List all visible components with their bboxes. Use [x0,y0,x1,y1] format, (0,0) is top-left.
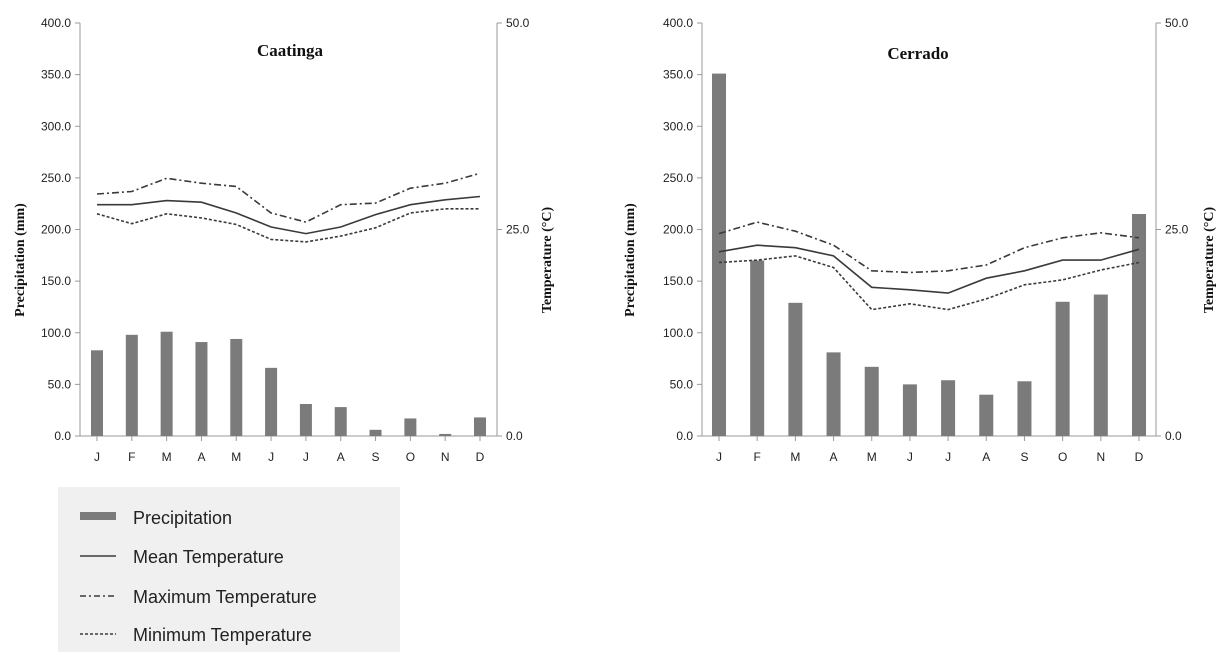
precipitation-bar [265,367,278,436]
legend-label: Minimum Temperature [133,625,312,645]
precipitation-bar [864,366,879,436]
precipitation-bar [195,342,208,436]
precipitation-bar [1017,381,1032,436]
y-tick-label: 200.0 [41,223,71,237]
x-tick-label: F [128,450,135,464]
precipitation-bar [979,394,994,436]
y-tick-label: 50.0 [670,377,694,391]
x-tick-label: O [406,450,415,464]
y-tick-label: 150.0 [41,274,71,288]
x-tick-label: M [790,450,800,464]
x-tick-label: S [1020,450,1028,464]
y-tick-label: 250.0 [663,171,693,185]
x-tick-label: N [441,450,450,464]
precipitation-bar [1093,294,1108,436]
precipitation-bar [299,403,312,436]
legend: Precipitation Mean Temperature Maximum Tem… [58,487,400,652]
y2-tick-label: 50.0 [1165,16,1189,30]
y-tick-label: 200.0 [663,223,693,237]
precipitation-bar [404,418,417,436]
precipitation-bar [125,334,138,436]
y-axis-label: Precipitation (mm) [13,203,28,317]
y2-tick-label: 25.0 [506,223,530,237]
y2-tick-label: 0.0 [1165,429,1182,443]
precipitation-bar [334,407,347,436]
x-tick-label: A [830,450,838,464]
y-tick-label: 400.0 [663,16,693,30]
y-tick-label: 350.0 [41,68,71,82]
mean-temperature-line [97,195,481,235]
y2-tick-label: 0.0 [506,429,523,443]
y-tick-label: 400.0 [41,16,71,30]
precipitation-bar [369,429,382,436]
precipitation-bar [474,417,486,436]
x-tick-label: M [867,450,877,464]
min-temperature-line [718,255,1140,311]
x-tick-label: S [372,450,380,464]
y-tick-label: 250.0 [41,171,71,185]
legend-swatch-precipitation [80,512,116,520]
x-tick-label: D [476,450,485,464]
legend-label: Maximum Temperature [133,587,317,607]
x-tick-label: J [94,450,100,464]
precipitation-bar [750,260,765,436]
precipitation-bar [902,384,917,436]
legend-label: Mean Temperature [133,547,284,567]
legend-label: Precipitation [133,508,232,528]
y-tick-label: 300.0 [41,119,71,133]
precipitation-bar [1055,301,1070,436]
precipitation-bar [826,352,841,436]
y-tick-label: 350.0 [663,68,693,82]
x-tick-label: M [231,450,241,464]
x-tick-label: D [1135,450,1144,464]
precipitation-bar [160,331,173,436]
x-tick-label: J [945,450,951,464]
y-tick-label: 100.0 [663,326,693,340]
precipitation-bar [941,380,956,436]
chart-title: Cerrado [887,44,948,63]
y-tick-label: 50.0 [48,377,72,391]
x-tick-label: J [303,450,309,464]
precipitation-bar [439,433,452,436]
x-tick-label: F [754,450,761,464]
x-tick-label: J [268,450,274,464]
y-axis-label: Precipitation (mm) [623,203,638,317]
precipitation-bar [1132,214,1146,436]
precipitation-bar [230,338,243,436]
y-tick-label: 150.0 [663,274,693,288]
x-tick-label: J [907,450,913,464]
precipitation-bar [91,350,103,436]
y-tick-label: 0.0 [676,429,693,443]
max-temperature-line [96,172,481,223]
y2-tick-label: 25.0 [1165,223,1189,237]
chart-title: Caatinga [257,41,324,60]
cerrado-chart: 0.0 50.0 100.0 150.0 200.0 250.0 300.0 350.0 400… [623,16,1217,464]
precipitation-bar [712,73,726,436]
x-tick-label: O [1058,450,1067,464]
x-tick-label: N [1096,450,1105,464]
x-tick-label: A [337,450,345,464]
x-tick-label: M [162,450,172,464]
min-temperature-line [96,208,480,243]
x-tick-label: A [197,450,205,464]
y-tick-label: 0.0 [54,429,71,443]
precipitation-bar [788,302,803,436]
y2-tick-label: 50.0 [506,16,530,30]
y2-axis-label: Temperature (°C) [1202,207,1217,314]
y-tick-label: 100.0 [41,326,71,340]
y2-axis-label: Temperature (°C) [540,207,555,314]
x-tick-label: J [716,450,722,464]
caatinga-chart: 0.0 50.0 100.0 150.0 200.0 250.0 300.0 350.0 400… [13,16,555,464]
x-tick-label: A [982,450,990,464]
mean-temperature-line [718,244,1140,294]
y-tick-label: 300.0 [663,119,693,133]
